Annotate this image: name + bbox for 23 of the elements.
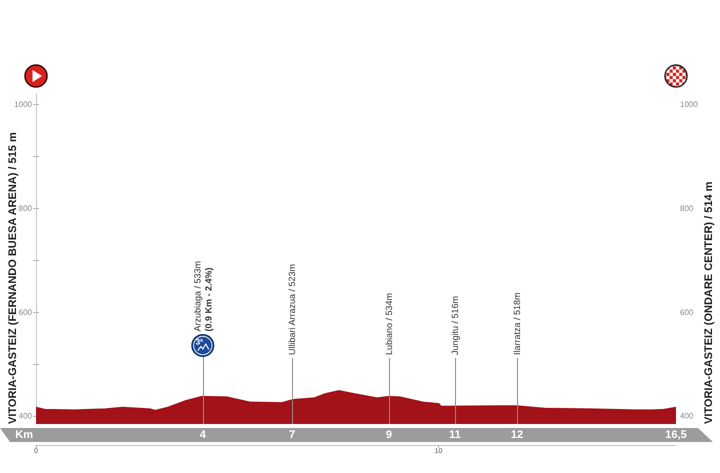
ref-line-label: Arzubiaga / 533m (0.9 Km - 2.4%) bbox=[192, 260, 214, 332]
x-tick-label: 9 bbox=[386, 429, 392, 441]
annotation: 3ª bbox=[196, 338, 204, 347]
y-tick-label: 600 bbox=[680, 308, 694, 317]
y2-axis-title: VITORIA-GASTEIZ (FERNANDO BUESA ARENA) / 515 m bbox=[7, 132, 19, 424]
y-tick-label: 400 bbox=[680, 412, 694, 421]
x-tick-label: 11 bbox=[449, 429, 461, 441]
x-tick-label: 12 bbox=[510, 429, 524, 441]
y2-tick-label: 400 bbox=[18, 412, 33, 421]
ref-line-label: Jungitu / 516m bbox=[450, 296, 460, 355]
y2-tick-label: 800 bbox=[18, 204, 33, 213]
y-tick-label: 1000 bbox=[680, 100, 698, 109]
x-tick-label: 16,5 bbox=[665, 429, 687, 441]
x-axis-title: Km bbox=[15, 429, 34, 441]
y-tick-label: 800 bbox=[680, 204, 694, 213]
ref-line-label: Lubiano / 534m bbox=[384, 292, 394, 355]
y2-tick-label: 1000 bbox=[14, 100, 33, 109]
y-axis-title: VITORIA-GASTEIZ (ONDARE CENTER) / 514 m bbox=[703, 181, 715, 424]
ref-line-label: Ilarratza / 518m bbox=[512, 292, 522, 355]
x-tick-label: 7 bbox=[288, 429, 296, 441]
x-tick-label: 4 bbox=[200, 429, 207, 441]
y2-tick-label: 600 bbox=[18, 308, 33, 317]
ref-line-label: Ullibari Arrazua / 523m bbox=[287, 264, 297, 355]
